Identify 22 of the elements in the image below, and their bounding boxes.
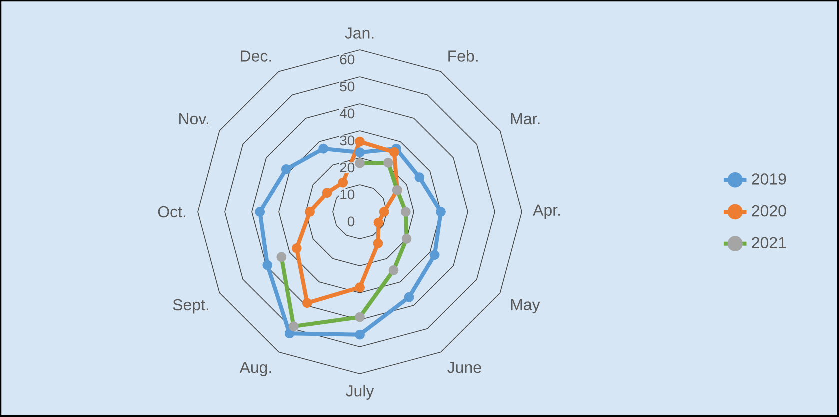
spoke-label: Apr. xyxy=(533,204,560,220)
spoke-label: Oct. xyxy=(158,206,186,218)
spoke-label: Jan. xyxy=(345,28,374,39)
legend-label: 2021 xyxy=(752,237,786,249)
spoke-label: Feb. xyxy=(448,50,478,62)
y-tick-label: 40 xyxy=(340,108,355,119)
legend-label: 2020 xyxy=(752,205,786,217)
y-tick-label: 20 xyxy=(340,162,355,173)
legend-label: 2019 xyxy=(752,174,786,185)
spoke-label: Mar. xyxy=(511,114,540,125)
spoke-label: July xyxy=(346,385,374,400)
spoke-label: May xyxy=(511,299,540,314)
spoke-label: June xyxy=(448,362,482,374)
spoke-label: Sept. xyxy=(173,299,208,314)
spoke-label: Nov. xyxy=(180,114,208,125)
spoke-label: Dec. xyxy=(241,50,272,62)
y-tick-label: 0 xyxy=(348,216,355,227)
y-tick-label: 10 xyxy=(340,190,355,200)
y-tick-label: 50 xyxy=(340,82,355,92)
y-tick-label: 60 xyxy=(340,54,355,65)
spoke-label: Aug. xyxy=(240,362,272,376)
y-tick-label: 30 xyxy=(340,136,355,146)
